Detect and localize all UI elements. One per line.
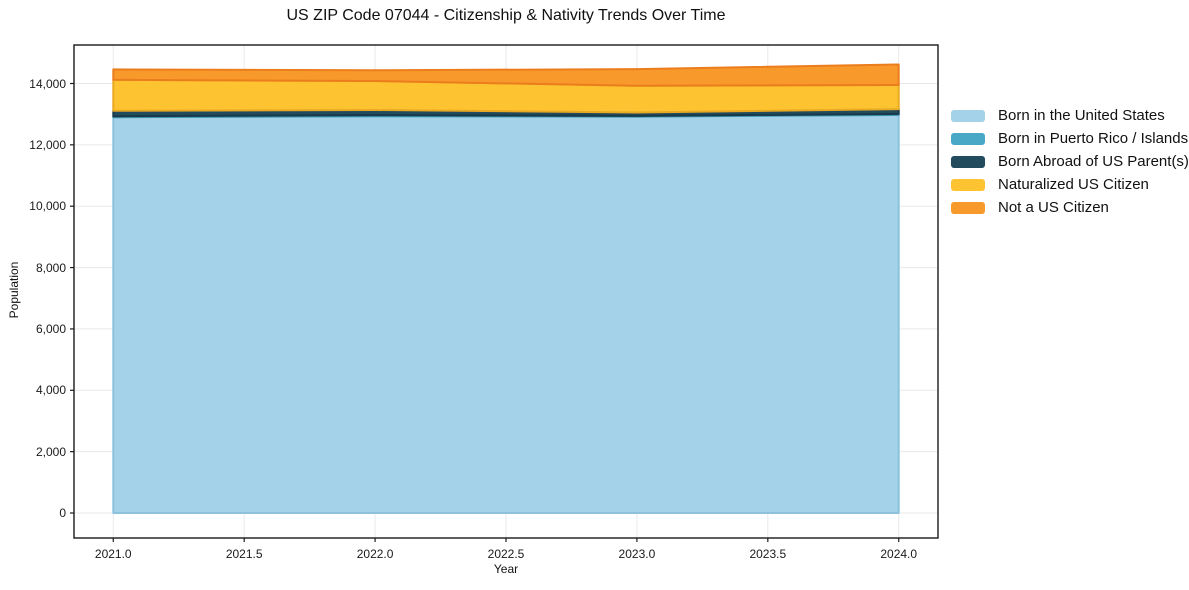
y-tick-label: 4,000 xyxy=(35,383,66,398)
x-tick-label: 2022.5 xyxy=(487,547,525,561)
y-tick-label: 10,000 xyxy=(29,199,66,214)
y-tick-label: 12,000 xyxy=(29,137,66,152)
x-tick-label: 2021.0 xyxy=(94,547,132,561)
legend-item: Born in the United States xyxy=(951,104,1189,127)
area-series xyxy=(112,113,900,514)
legend-swatch xyxy=(951,132,985,145)
y-tick-label: 14,000 xyxy=(29,76,66,91)
y-tick-label: 0 xyxy=(59,505,66,520)
y-tick-label: 8,000 xyxy=(35,260,66,275)
legend: Born in the United States Born in Puerto … xyxy=(951,104,1189,219)
legend-item: Born in Puerto Rico / Islands xyxy=(951,127,1189,150)
plot-border xyxy=(73,44,939,539)
legend-swatch xyxy=(951,178,985,191)
legend-label: Born Abroad of US Parent(s) xyxy=(998,153,1189,170)
legend-label: Naturalized US Citizen xyxy=(998,176,1149,193)
legend-item: Naturalized US Citizen xyxy=(951,173,1189,196)
legend-swatch xyxy=(951,155,985,168)
x-tick-label: 2024.0 xyxy=(880,547,918,561)
legend-item: Not a US Citizen xyxy=(951,196,1189,219)
legend-label: Born in Puerto Rico / Islands xyxy=(998,130,1189,147)
x-tick-label: 2023.5 xyxy=(749,547,787,561)
y-tick-label: 2,000 xyxy=(35,444,66,459)
x-tick-label: 2022.0 xyxy=(356,547,394,561)
legend-swatch xyxy=(951,109,985,122)
legend-item: Born Abroad of US Parent(s) xyxy=(951,150,1189,173)
area-series xyxy=(112,63,900,87)
x-tick-label: 2023.0 xyxy=(618,547,656,561)
x-axis-label: Year xyxy=(493,562,519,576)
legend-label: Not a US Citizen xyxy=(998,199,1109,216)
x-tick-label: 2021.5 xyxy=(225,547,263,561)
legend-swatch xyxy=(951,201,985,214)
chart-title: US ZIP Code 07044 - Citizenship & Nativi… xyxy=(286,7,726,24)
legend-label: Born in the United States xyxy=(998,107,1165,124)
y-tick-label: 6,000 xyxy=(35,321,66,336)
